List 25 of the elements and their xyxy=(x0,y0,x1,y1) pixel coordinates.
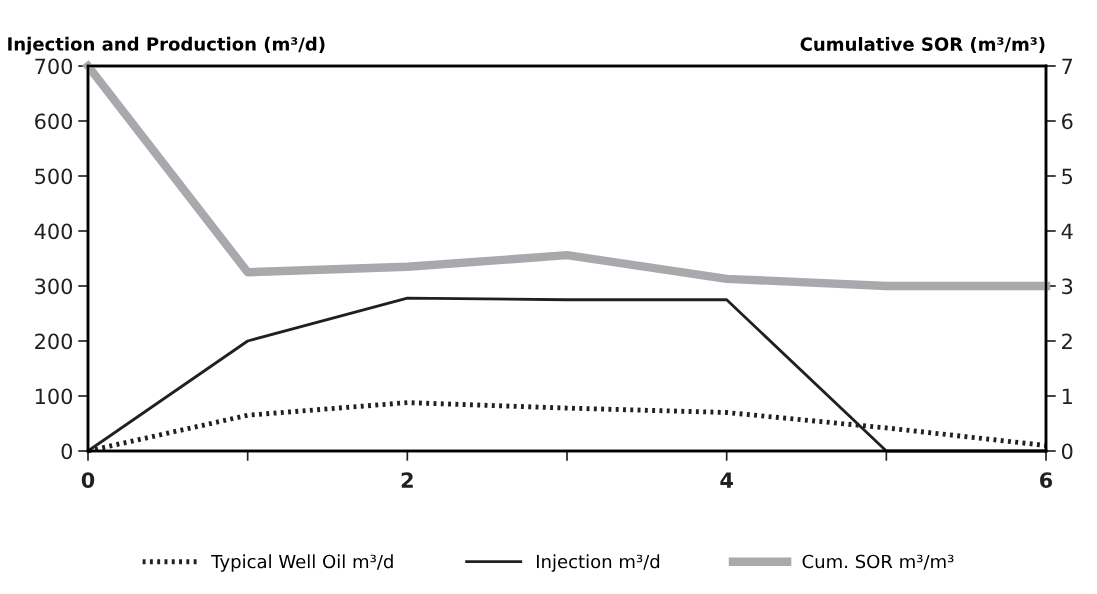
y2-tick-label: 3 xyxy=(1062,278,1073,295)
y-tick-label: 100 xyxy=(35,388,73,405)
legend-label: Typical Well Oil m³/d xyxy=(211,554,393,572)
x-tick-label: 6 xyxy=(1040,472,1053,488)
x-tick-label: 0 xyxy=(81,472,95,488)
y2-tick-label: 1 xyxy=(1062,388,1072,404)
x-tick-label: 2 xyxy=(401,472,413,488)
y2-tick-label: 7 xyxy=(1062,58,1073,74)
y-tick-label: 400 xyxy=(34,223,73,240)
y-axis-title: Injection and Production (m³/d) xyxy=(8,36,325,55)
x-tick-label: 4 xyxy=(720,472,733,488)
y2-tick-label: 5 xyxy=(1062,168,1073,185)
y2-tick-label: 2 xyxy=(1062,333,1072,349)
legend-label: Cum. SOR m³/m³ xyxy=(802,554,954,570)
y-tick-label: 600 xyxy=(35,113,73,130)
y2-tick-label: 0 xyxy=(1061,443,1073,460)
y-tick-label: 0 xyxy=(61,443,73,460)
y2-tick-label: 6 xyxy=(1062,113,1073,130)
legend-label: Injection m³/d xyxy=(536,554,660,572)
y2-axis-title: Cumulative SOR (m³/m³) xyxy=(800,36,1045,54)
y2-tick-label: 4 xyxy=(1061,223,1073,239)
y-tick-label: 300 xyxy=(35,278,73,295)
y-tick-label: 500 xyxy=(35,168,73,185)
y-tick-label: 200 xyxy=(35,333,73,350)
y-tick-label: 700 xyxy=(35,58,73,75)
